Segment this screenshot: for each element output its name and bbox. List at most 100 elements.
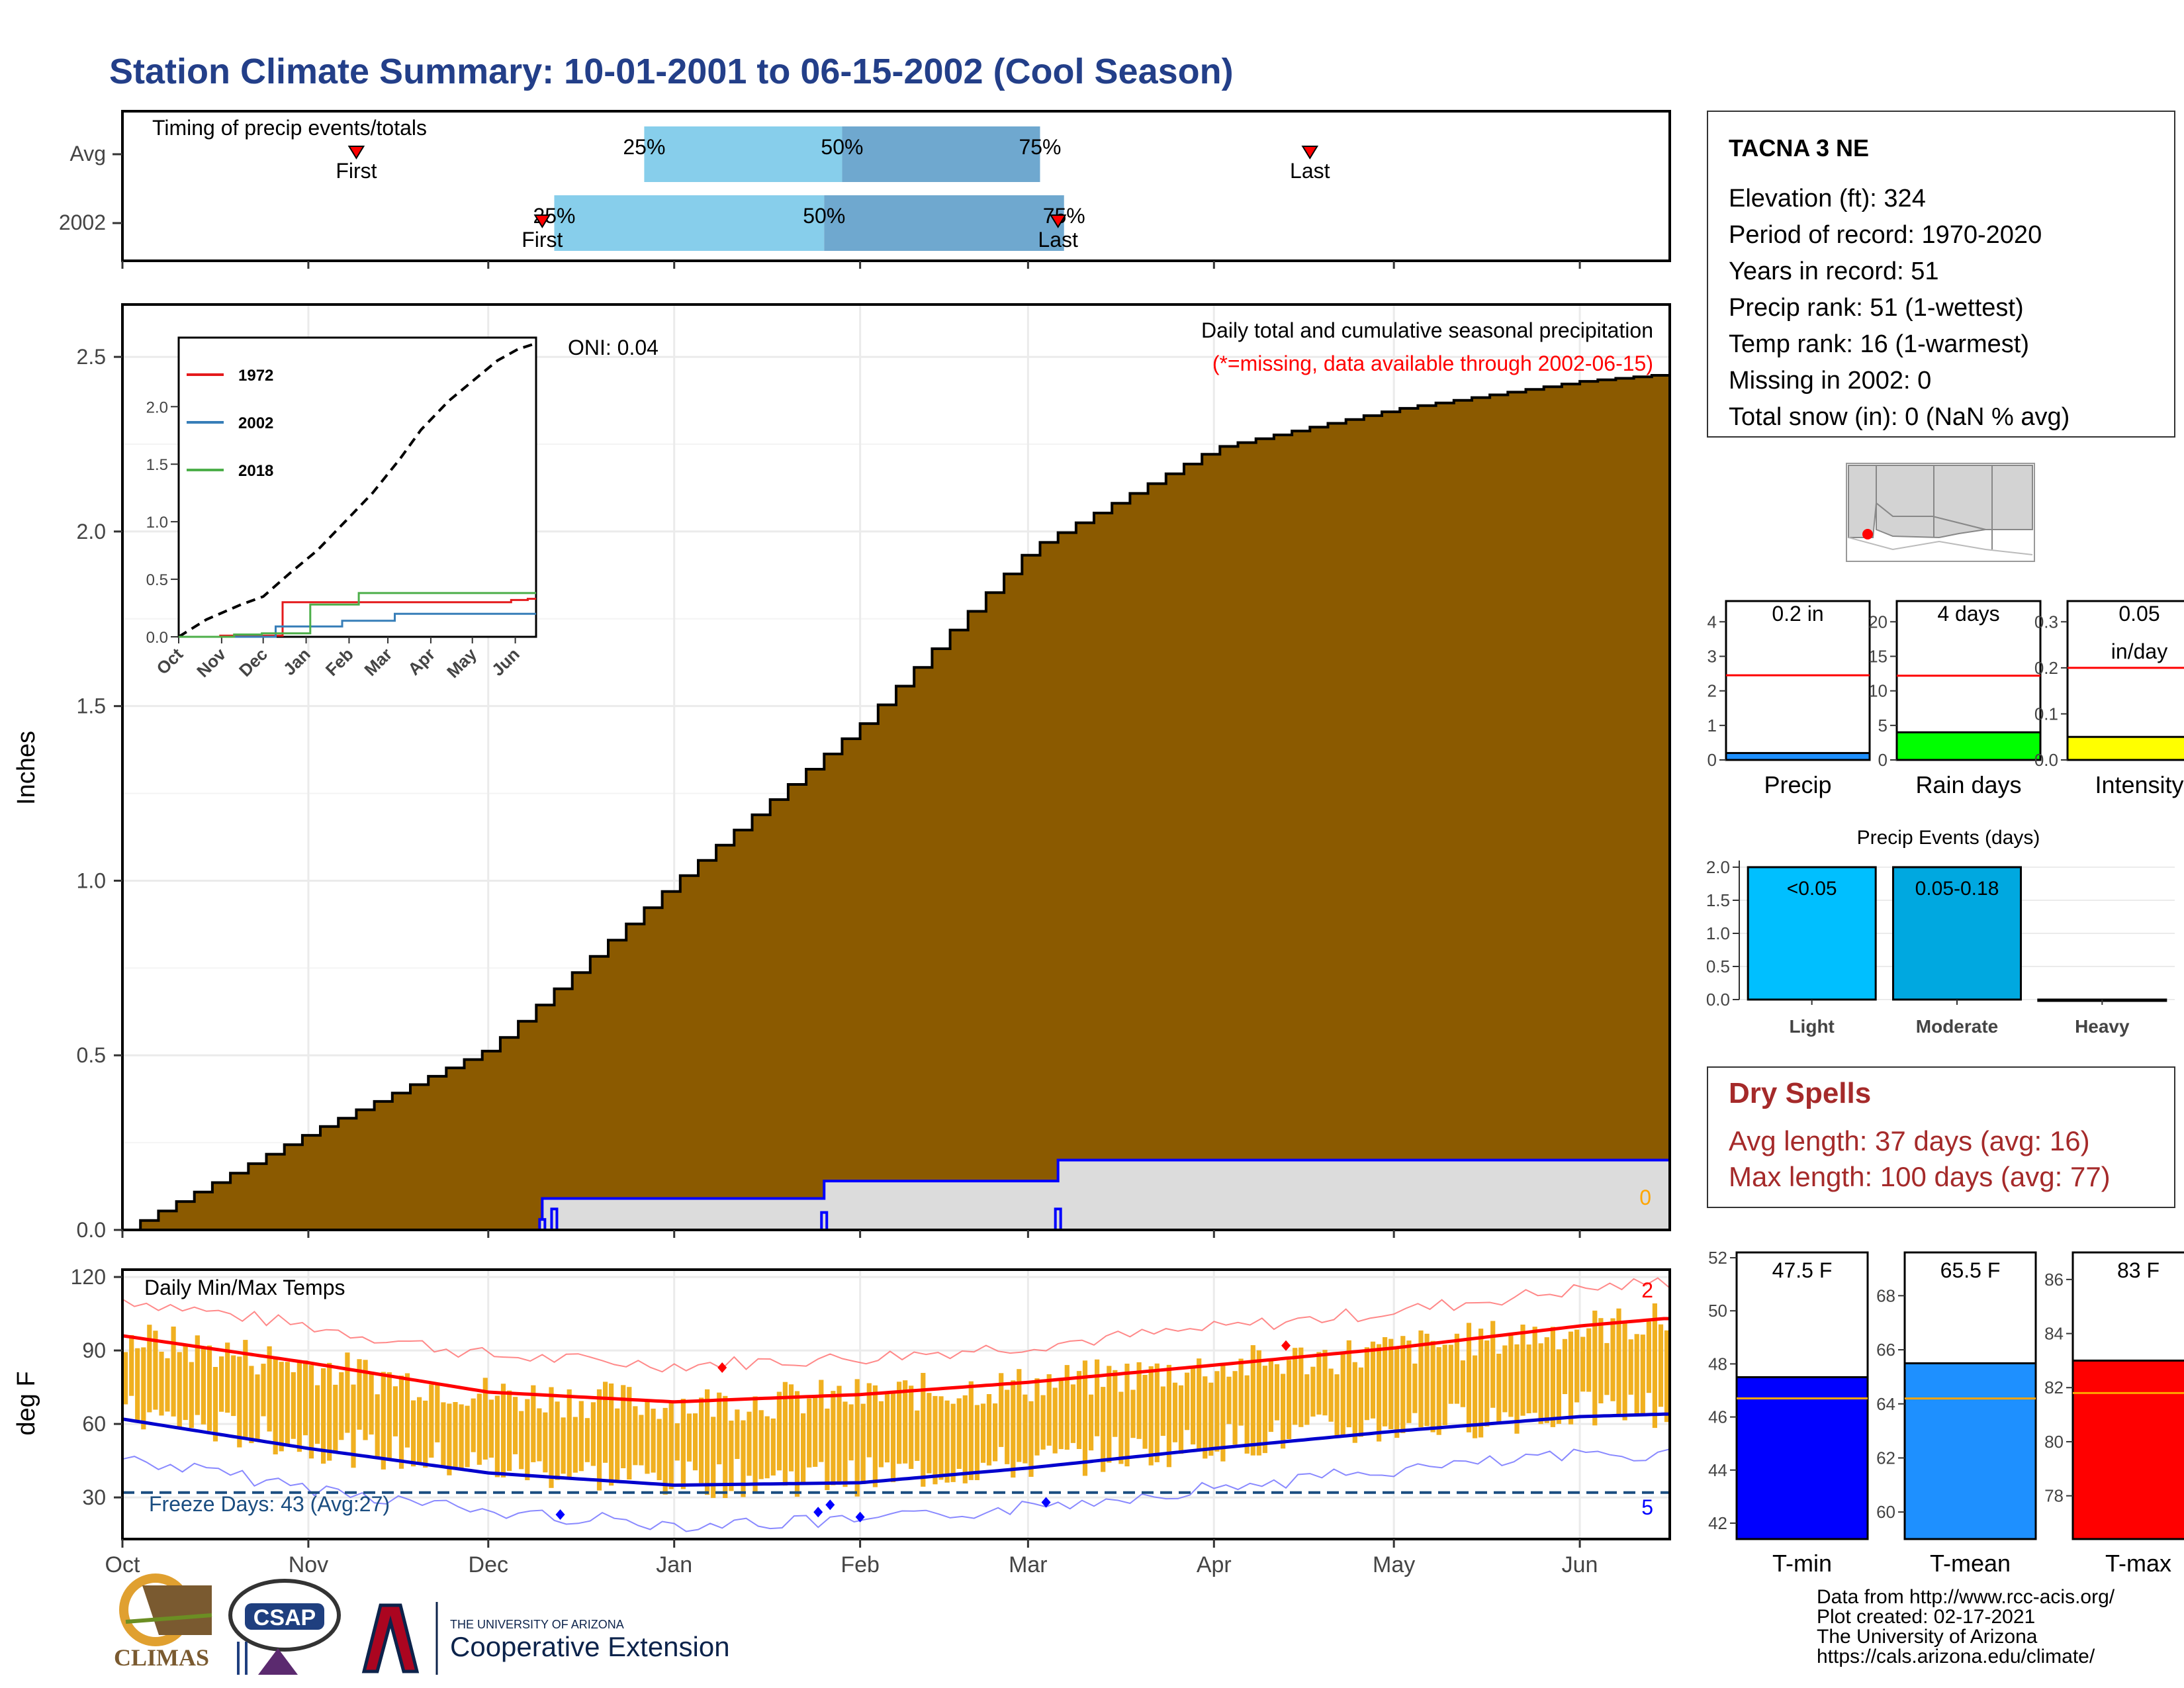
daily-temp-bar	[189, 1362, 194, 1429]
daily-temp-bar	[1448, 1344, 1453, 1404]
daily-temp-bar	[171, 1327, 176, 1417]
daily-temp-bar	[1316, 1352, 1322, 1415]
inset-ytick-label: 2.0	[146, 399, 168, 416]
precip-ytick-label: 1.0	[77, 868, 106, 892]
timing-bar-50-75	[824, 195, 1064, 251]
month-label: Apr	[1197, 1552, 1232, 1577]
daily-temp-bar	[711, 1417, 716, 1498]
daily-temp-bar	[531, 1385, 536, 1462]
location-map	[1846, 463, 2035, 562]
daily-temp-bar	[1040, 1395, 1046, 1450]
precip-total-ytick-label: 1	[1707, 716, 1717, 735]
daily-temp-bar	[435, 1384, 440, 1442]
precip-total-ytick-label: 0	[1707, 750, 1717, 770]
daily-temp-bar	[915, 1410, 920, 1461]
first-marker	[347, 146, 365, 160]
daily-temp-bar	[321, 1368, 326, 1464]
daily-temp-bar	[1070, 1384, 1075, 1443]
daily-temp-bar	[956, 1398, 962, 1469]
month-label: Feb	[841, 1552, 880, 1577]
daily-temp-bar	[758, 1410, 764, 1479]
record-high-line	[122, 1277, 1670, 1373]
daily-temp-bar	[1017, 1369, 1022, 1462]
daily-temp-bar	[291, 1372, 296, 1439]
daily-temp-bar	[351, 1384, 356, 1468]
precip-ytick-label: 0.0	[77, 1218, 106, 1242]
last-marker	[1049, 214, 1067, 228]
daily-temp-bar	[813, 1395, 818, 1467]
daily-temp-bar	[1406, 1340, 1412, 1423]
daily-temp-bar	[999, 1373, 1004, 1447]
climas-logo: CLIMAS	[114, 1573, 212, 1671]
daily-temp-bar	[417, 1397, 422, 1464]
daily-temp-bar	[1340, 1352, 1345, 1437]
daily-temp-bar	[1532, 1327, 1537, 1413]
precip-total-ytick-label: 2	[1707, 681, 1717, 701]
daily-temp-bar	[1418, 1330, 1424, 1428]
first-label: First	[336, 159, 377, 183]
events-bar-label: 0.05-0.18	[1915, 878, 1999, 900]
daily-temp-bar	[1310, 1366, 1316, 1417]
daily-temp-bar	[674, 1423, 680, 1461]
daily-temp-bar	[938, 1396, 944, 1480]
timing-row-2002: 2002	[59, 211, 106, 234]
daily-temp-bar	[1430, 1340, 1435, 1432]
timing-bar-50-75	[842, 126, 1040, 182]
daily-temp-bar	[1226, 1376, 1232, 1425]
daily-temp-bar	[1268, 1358, 1273, 1432]
dry-spells-box: Dry Spells Avg length: 37 days (avg: 16)…	[1707, 1066, 2175, 1208]
precip-panel: 0.0 0.5 1.0 1.5 2.0 2.5 Inches Daily total an…	[13, 303, 1671, 1242]
daily-temp-bar	[375, 1394, 380, 1459]
daily-temp-bar	[794, 1391, 800, 1497]
daily-temp-bar	[1232, 1371, 1238, 1445]
rain-days-label: Rain days	[1915, 771, 2021, 798]
daily-temp-bar	[837, 1385, 842, 1483]
daily-temp-bar	[584, 1418, 590, 1462]
daily-temp-bar	[1172, 1382, 1178, 1442]
events-ytick-label: 0.5	[1706, 957, 1730, 976]
daily-temp-bar	[729, 1421, 734, 1491]
daily-temp-bar	[776, 1391, 782, 1471]
daily-temp-bar	[686, 1413, 692, 1462]
last-label: Last	[1038, 228, 1078, 252]
tmean-ytick-label: 64	[1876, 1394, 1895, 1414]
daily-temp-bar	[866, 1383, 872, 1458]
daily-temp-bar	[1574, 1329, 1580, 1403]
daily-temp-bar	[567, 1389, 572, 1479]
daily-temp-bar	[1562, 1338, 1568, 1394]
daily-temp-bar	[980, 1403, 986, 1463]
station-location-dot	[1862, 529, 1873, 539]
tmax-label: T-max	[2105, 1550, 2171, 1577]
intensity-value-unit: in/day	[2111, 639, 2167, 663]
precip-ylabel: Inches	[13, 731, 40, 805]
daily-temp-bar	[1328, 1368, 1334, 1422]
freeze-days: Freeze Days: 43 (Avg:27)	[149, 1492, 390, 1516]
daily-temp-bar	[1622, 1323, 1627, 1421]
daily-temp-bar	[308, 1365, 314, 1459]
daily-temp-bar	[1496, 1354, 1502, 1425]
record-low-marker	[855, 1511, 865, 1523]
missing-note: (*=missing, data available through 2002-…	[1212, 352, 1653, 375]
daily-temp-bar	[1214, 1371, 1220, 1452]
daily-temp-bar	[201, 1348, 206, 1425]
tmax-ytick-label: 80	[2044, 1432, 2064, 1452]
daily-temp-bar	[327, 1362, 332, 1461]
daily-temp-bar	[363, 1360, 368, 1440]
daily-temp-bar	[159, 1352, 164, 1416]
daily-temp-bar	[884, 1392, 890, 1463]
daily-temp-bar	[1454, 1333, 1459, 1404]
daily-temp-bar	[1436, 1347, 1441, 1435]
daily-temp-bar	[453, 1402, 458, 1469]
daily-precip-bar	[538, 1218, 547, 1231]
daily-temp-bar	[404, 1373, 410, 1448]
inset-legend-label: 2018	[238, 462, 273, 480]
tmean-ytick-label: 68	[1876, 1286, 1895, 1305]
daily-temp-bar	[1076, 1371, 1082, 1449]
record-low-marker	[555, 1509, 565, 1520]
daily-temp-bar	[1520, 1325, 1525, 1416]
daily-temp-bar	[513, 1397, 518, 1454]
daily-temp-bar	[590, 1402, 596, 1466]
rain-days-bar	[1895, 731, 2042, 761]
station-precip-rank: Precip rank: 51 (1-wettest)	[1729, 294, 2024, 322]
precip-total-frame	[1725, 600, 1871, 761]
